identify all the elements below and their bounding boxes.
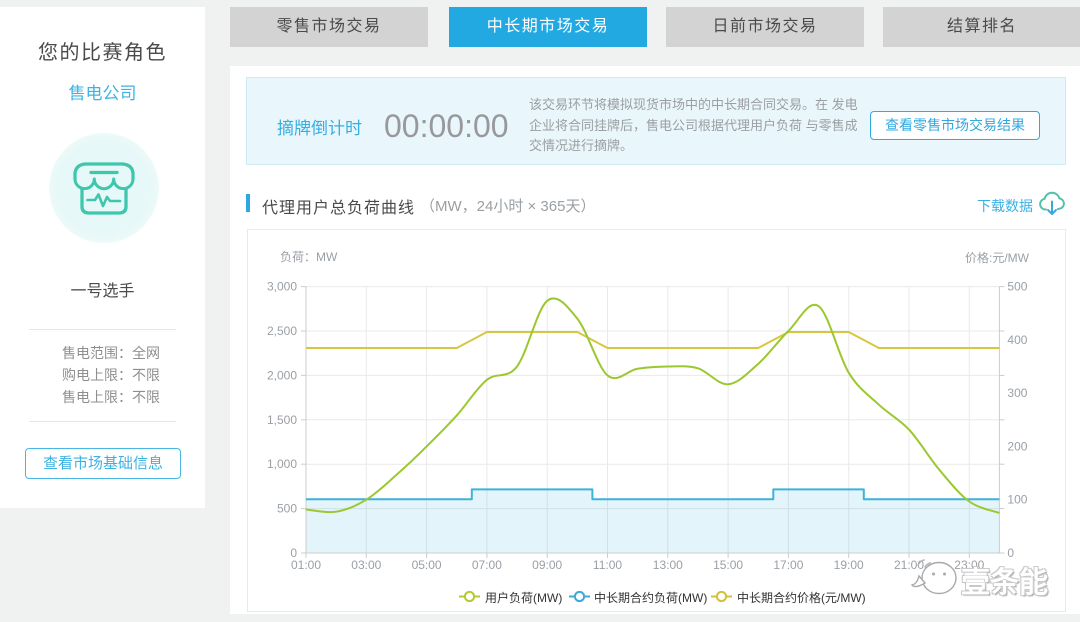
svg-text:23:00: 23:00 [954, 558, 984, 572]
svg-text:价格:元/MW: 价格:元/MW [965, 250, 1030, 265]
svg-text:19:00: 19:00 [834, 558, 864, 572]
svg-text:200: 200 [1007, 439, 1027, 453]
svg-text:500: 500 [1007, 280, 1027, 294]
svg-text:07:00: 07:00 [472, 558, 502, 572]
svg-text:2,500: 2,500 [267, 324, 297, 338]
svg-text:0: 0 [1007, 546, 1014, 560]
svg-text:500: 500 [277, 502, 297, 516]
svg-text:0: 0 [290, 546, 297, 560]
svg-text:17:00: 17:00 [773, 558, 803, 572]
svg-text:15:00: 15:00 [713, 558, 743, 572]
svg-text:13:00: 13:00 [653, 558, 683, 572]
svg-text:3,000: 3,000 [267, 280, 297, 294]
svg-text:03:00: 03:00 [351, 558, 381, 572]
svg-text:01:00: 01:00 [291, 558, 321, 572]
svg-text:1,000: 1,000 [267, 457, 297, 471]
svg-text:2,000: 2,000 [267, 368, 297, 382]
svg-text:400: 400 [1007, 333, 1027, 347]
svg-text:100: 100 [1007, 493, 1027, 507]
svg-text:21:00: 21:00 [894, 558, 924, 572]
svg-text:05:00: 05:00 [412, 558, 442, 572]
svg-text:负荷：MW: 负荷：MW [280, 250, 338, 264]
svg-text:11:00: 11:00 [593, 558, 622, 572]
svg-text:09:00: 09:00 [532, 558, 562, 572]
svg-text:300: 300 [1007, 386, 1027, 400]
svg-text:1,500: 1,500 [267, 413, 297, 427]
